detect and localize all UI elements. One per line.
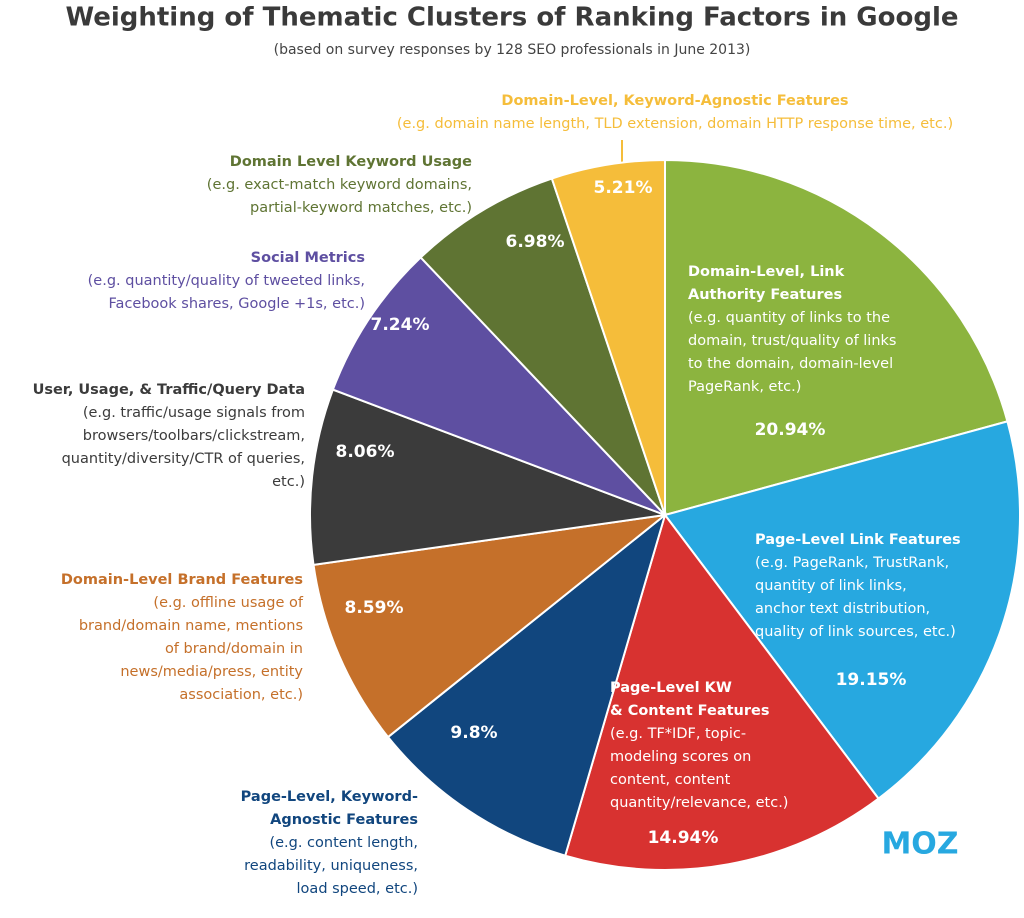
- slice-description: partial-keyword matches, etc.): [250, 200, 472, 216]
- pie-slice: [419, 177, 666, 516]
- slice-name: Page-Level, Keyword-: [241, 789, 418, 805]
- slice-name: Domain Level Keyword Usage: [230, 154, 472, 170]
- slice-description: (e.g. domain name length, TLD extension,…: [397, 116, 953, 132]
- slice-description: modeling scores on: [610, 749, 751, 765]
- slice-name: Social Metrics: [251, 250, 365, 266]
- pie-slice: [663, 420, 1021, 800]
- value-label: 8.59%: [345, 598, 404, 618]
- slice-description: (e.g. TF*IDF, topic-: [610, 726, 746, 742]
- logo: MOZ: [881, 827, 958, 862]
- value-label: 6.98%: [506, 232, 565, 252]
- pie-slice: [664, 158, 1009, 517]
- slice-name: Domain-Level, Keyword-Agnostic Features: [501, 93, 848, 109]
- slice-description: association, etc.): [179, 687, 303, 703]
- slice-description: content, content: [610, 772, 731, 788]
- slice-description: news/media/press, entity: [120, 664, 303, 680]
- slice-description: (e.g. traffic/usage signals from: [83, 405, 305, 421]
- value-label: 5.21%: [594, 178, 653, 198]
- slice-description: load speed, etc.): [297, 881, 418, 897]
- pie-slice: [386, 512, 667, 857]
- slice-description: Facebook shares, Google +1s, etc.): [109, 296, 365, 312]
- value-label: 8.06%: [336, 442, 395, 462]
- pie-slice: [331, 256, 666, 516]
- value-label: 9.8%: [450, 723, 497, 743]
- pie-slice: [550, 158, 666, 516]
- slice-description: quantity/relevance, etc.): [610, 795, 788, 811]
- slice-description: anchor text distribution,: [755, 601, 930, 617]
- chart-title: Weighting of Thematic Clusters of Rankin…: [65, 3, 958, 33]
- slice-description: (e.g. content length,: [269, 835, 418, 851]
- slice-description: (e.g. quantity/quality of tweeted links,: [88, 273, 365, 289]
- value-label: 19.15%: [836, 670, 907, 690]
- pie-slice: [309, 388, 666, 566]
- slice-name: & Content Features: [610, 703, 770, 719]
- slice-description: brand/domain name, mentions: [79, 618, 303, 634]
- slice-description: of brand/domain in: [165, 641, 303, 657]
- slice-description: etc.): [272, 474, 305, 490]
- slice-description: (e.g. offline usage of: [153, 595, 303, 611]
- slice-name: Page-Level KW: [610, 680, 732, 696]
- slice-name: Page-Level Link Features: [755, 532, 961, 548]
- slice-name: Domain-Level, Link: [688, 264, 845, 280]
- slice-description: quantity of link links,: [755, 578, 907, 594]
- value-label: 20.94%: [755, 420, 826, 440]
- pie-slice: [563, 512, 880, 871]
- slice-description: domain, trust/quality of links: [688, 333, 896, 349]
- slice-name: User, Usage, & Traffic/Query Data: [33, 382, 305, 398]
- value-label: 7.24%: [371, 315, 430, 335]
- slice-description: to the domain, domain-level: [688, 356, 893, 372]
- value-label: 14.94%: [648, 828, 719, 848]
- slice-name: Domain-Level Brand Features: [61, 572, 303, 588]
- slice-description: browsers/toolbars/clickstream,: [83, 428, 305, 444]
- slice-description: quantity/diversity/CTR of queries,: [62, 451, 305, 467]
- slice-description: (e.g. PageRank, TrustRank,: [755, 555, 949, 571]
- slice-description: (e.g. quantity of links to the: [688, 310, 890, 326]
- slice-description: PageRank, etc.): [688, 379, 801, 395]
- slice-name: Agnostic Features: [270, 812, 418, 828]
- slice-description: (e.g. exact-match keyword domains,: [207, 177, 472, 193]
- slice-name: Authority Features: [688, 287, 842, 303]
- slice-description: readability, uniqueness,: [244, 858, 418, 874]
- slice-description: quality of link sources, etc.): [755, 624, 956, 640]
- chart-subtitle: (based on survey responses by 128 SEO pr…: [274, 42, 751, 58]
- pie-slice: [312, 513, 669, 739]
